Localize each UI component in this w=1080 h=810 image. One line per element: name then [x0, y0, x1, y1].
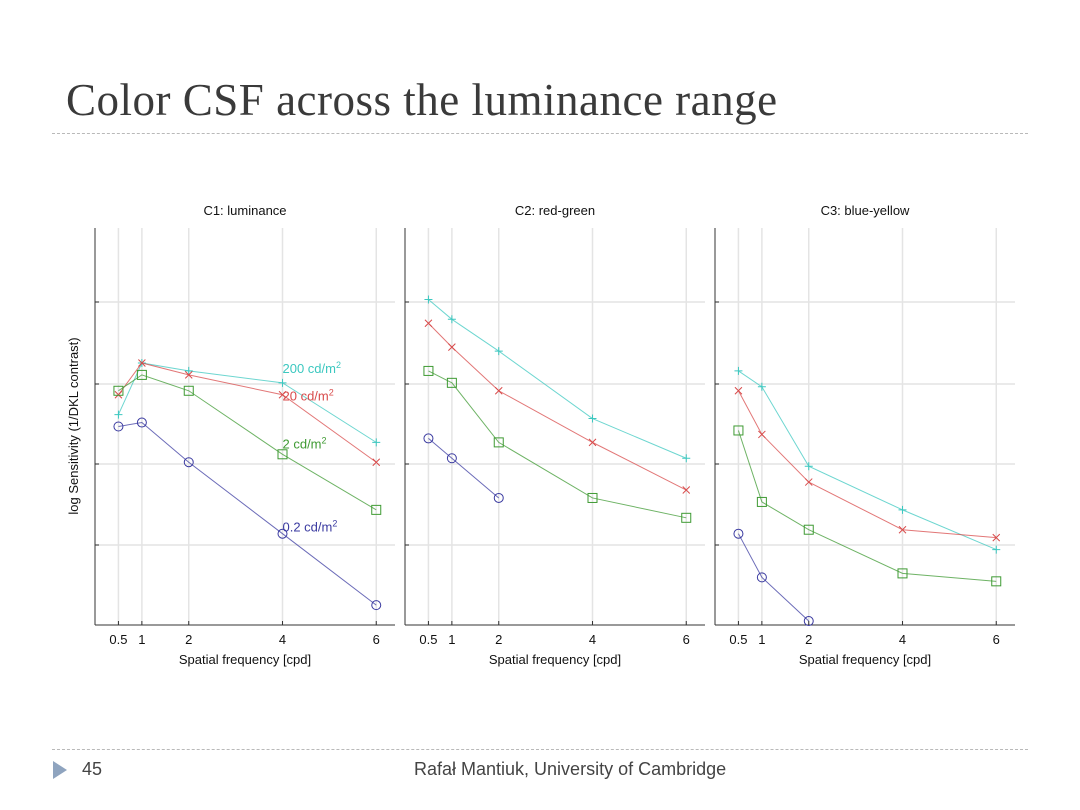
data-point [277, 528, 288, 539]
x-axis-label: Spatial frequency [cpd] [799, 652, 931, 667]
data-point [992, 533, 1001, 542]
x-tick-label: 2 [495, 632, 502, 647]
data-point [733, 425, 744, 436]
data-point [588, 438, 597, 447]
data-point [734, 386, 743, 395]
data-point [493, 492, 504, 503]
data-point [114, 390, 123, 399]
data-point [372, 458, 381, 467]
series-label: 2 cd/m2 [283, 435, 327, 451]
data-point [278, 390, 287, 399]
data-point [758, 430, 766, 439]
bullet-arrow-icon [53, 761, 67, 779]
x-tick-label: 4 [589, 632, 596, 647]
data-point [992, 545, 1001, 554]
data-point [113, 385, 124, 396]
slide-title: Color CSF across the luminance range [66, 75, 778, 125]
data-point [494, 386, 503, 395]
chart-title: C2: red-green [515, 203, 595, 218]
data-point [138, 359, 146, 367]
data-point [587, 492, 598, 503]
x-tick-label: 2 [185, 632, 192, 647]
data-point [898, 505, 907, 514]
data-point [113, 421, 124, 432]
x-tick-label: 6 [683, 632, 690, 647]
footer-divider [52, 749, 1028, 750]
data-point [372, 438, 381, 447]
data-point [898, 525, 907, 534]
data-point [493, 437, 504, 448]
series-label: 0.2 cd/m2 [283, 519, 338, 535]
title-divider [52, 133, 1028, 134]
data-point [804, 478, 813, 486]
data-point [183, 457, 194, 468]
series-line-20 [428, 322, 687, 491]
series-line-2 [428, 370, 687, 519]
data-point [184, 371, 193, 379]
data-point [371, 504, 382, 515]
data-point [371, 600, 382, 611]
data-point [803, 616, 814, 627]
data-point [184, 366, 193, 375]
x-tick-label: 1 [138, 632, 145, 647]
data-point [734, 366, 743, 375]
data-point [423, 365, 434, 376]
data-point [804, 462, 813, 471]
x-tick-label: 0.5 [729, 632, 747, 647]
data-point [756, 572, 767, 583]
series-label: 200 cd/m2 [283, 360, 342, 376]
x-axis-label: Spatial frequency [cpd] [489, 652, 621, 667]
data-point [136, 417, 147, 428]
data-point [424, 295, 433, 304]
data-point [446, 377, 457, 388]
data-point [588, 414, 597, 423]
y-axis-label: log Sensitivity (1/DKL contrast) [66, 337, 81, 514]
data-point [448, 343, 456, 351]
data-point [446, 453, 457, 464]
series-line-0_2 [428, 438, 500, 499]
x-tick-label: 1 [448, 632, 455, 647]
data-point [682, 486, 691, 494]
x-tick-label: 6 [373, 632, 380, 647]
data-point [682, 454, 691, 463]
x-tick-label: 0.5 [109, 632, 127, 647]
data-point [733, 528, 744, 539]
series-line-0_2 [737, 533, 810, 622]
data-point [183, 385, 194, 396]
x-tick-label: 0.5 [419, 632, 437, 647]
series-line-2 [737, 430, 997, 582]
data-point [278, 378, 287, 387]
chart-title: C3: blue-yellow [821, 203, 910, 218]
data-point [423, 433, 434, 444]
page-number: 45 [82, 759, 103, 779]
data-point [897, 568, 908, 579]
data-point [114, 410, 123, 419]
data-point [991, 576, 1002, 587]
x-tick-label: 1 [758, 632, 765, 647]
data-point [494, 347, 503, 356]
data-point [756, 496, 767, 507]
series-label: 20 cd/m2 [283, 388, 334, 404]
x-tick-label: 4 [899, 632, 906, 647]
series-line-200 [428, 299, 687, 459]
x-tick-label: 2 [805, 632, 812, 647]
series-line-0_2 [118, 421, 377, 606]
data-point [447, 315, 456, 324]
chart-title: C1: luminance [203, 203, 286, 218]
data-point [681, 512, 692, 523]
data-point [277, 449, 288, 460]
x-tick-label: 6 [993, 632, 1000, 647]
x-tick-label: 4 [279, 632, 286, 647]
data-point [757, 382, 766, 391]
footer-credit: Rafał Mantiuk, University of Cambridge [414, 759, 727, 779]
series-line-2 [118, 374, 377, 511]
series-line-200 [738, 370, 997, 551]
data-point [424, 319, 433, 328]
data-point [136, 369, 147, 380]
x-axis-label: Spatial frequency [cpd] [179, 652, 311, 667]
data-point [803, 524, 814, 535]
